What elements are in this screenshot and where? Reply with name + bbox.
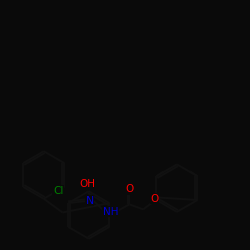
- Text: OH: OH: [80, 179, 96, 189]
- Text: N: N: [86, 196, 94, 205]
- Text: O: O: [126, 184, 134, 194]
- Text: O: O: [150, 194, 159, 204]
- Text: Cl: Cl: [53, 186, 63, 196]
- Text: NH: NH: [103, 207, 118, 217]
